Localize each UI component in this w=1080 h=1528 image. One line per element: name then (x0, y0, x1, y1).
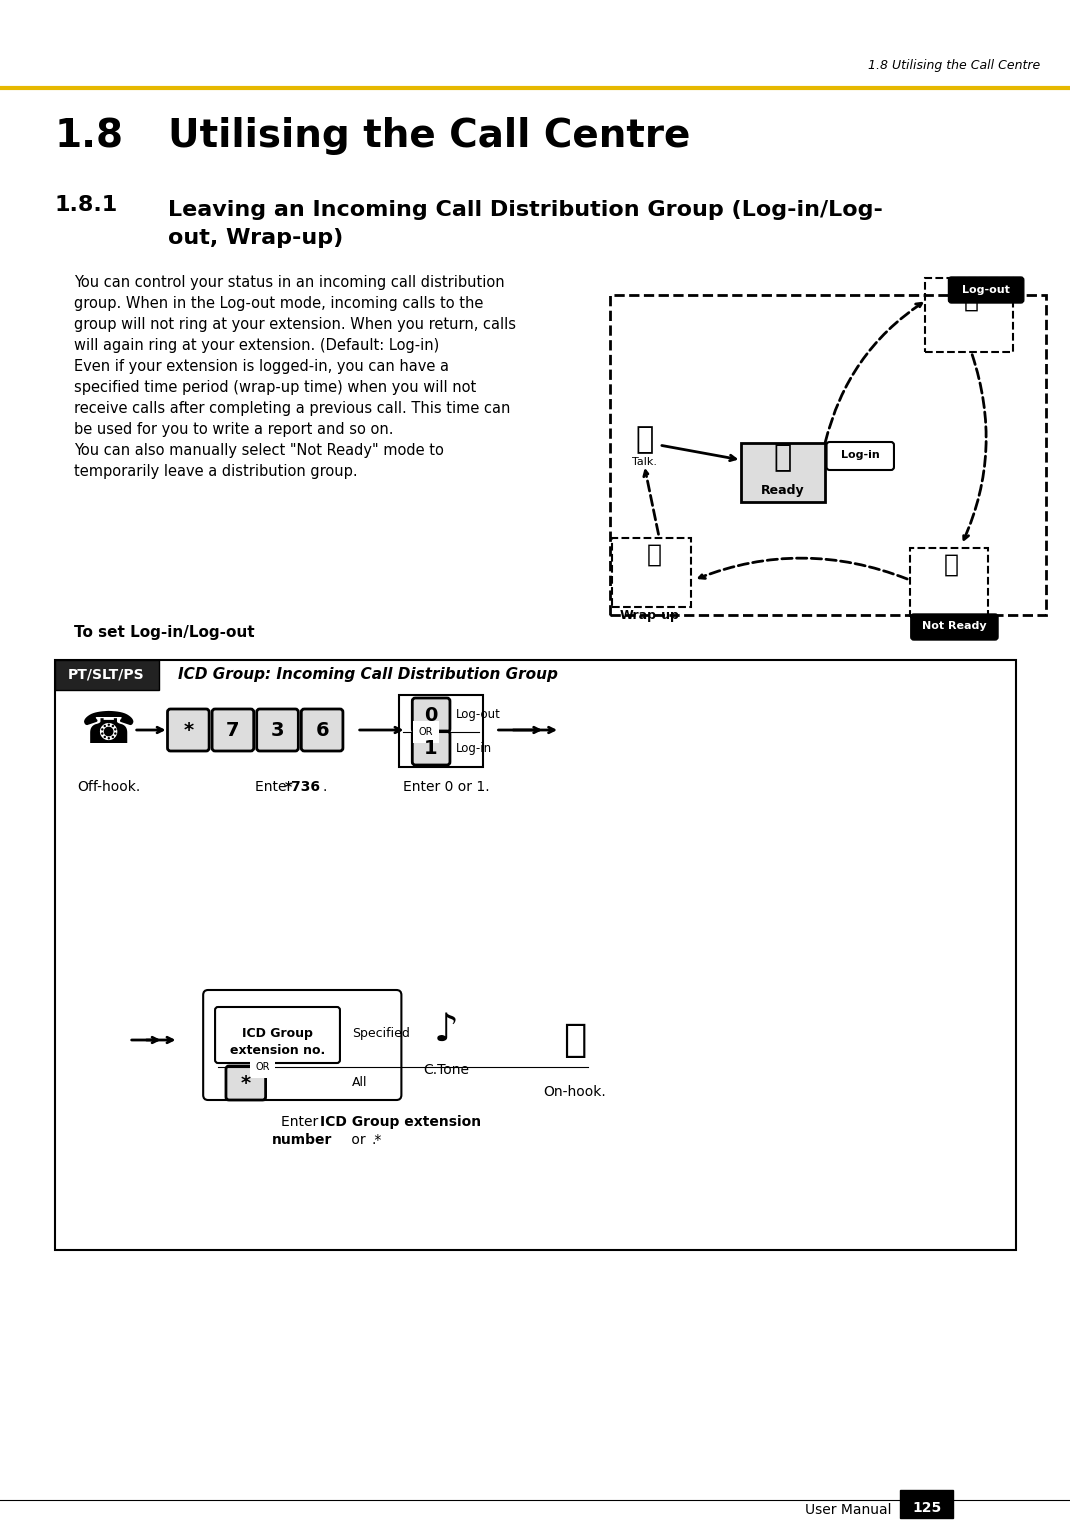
FancyBboxPatch shape (900, 1490, 954, 1517)
Text: To set Log-in/Log-out: To set Log-in/Log-out (75, 625, 255, 640)
Text: Specified: Specified (352, 1027, 409, 1039)
Text: Even if your extension is logged-in, you can have a: Even if your extension is logged-in, you… (75, 359, 449, 374)
Text: 1.8 Utilising the Call Centre: 1.8 Utilising the Call Centre (868, 60, 1041, 72)
Text: Log-in: Log-in (841, 451, 879, 460)
FancyBboxPatch shape (226, 1067, 266, 1100)
Text: 0: 0 (424, 706, 437, 724)
Bar (54, 660, 1016, 1250)
Text: group. When in the Log-out mode, incoming calls to the: group. When in the Log-out mode, incomin… (75, 296, 484, 312)
Text: 1.8.1: 1.8.1 (54, 196, 118, 215)
Text: User Manual: User Manual (806, 1504, 892, 1517)
Text: OR: OR (419, 727, 433, 736)
Text: ICD Group extension: ICD Group extension (320, 1115, 482, 1129)
Text: C.Tone: C.Tone (423, 1063, 469, 1077)
Text: All: All (352, 1077, 367, 1089)
Text: number: number (272, 1132, 333, 1148)
Text: *: * (184, 721, 193, 740)
Text: *: * (241, 1074, 251, 1093)
Text: Wrap-up: Wrap-up (619, 608, 679, 622)
Text: group will not ring at your extension. When you return, calls: group will not ring at your extension. W… (75, 316, 516, 332)
Text: Log-out: Log-out (456, 707, 501, 721)
Text: or  *: or * (347, 1132, 381, 1148)
Text: 125: 125 (912, 1500, 942, 1514)
Text: ICD Group: Incoming Call Distribution Group: ICD Group: Incoming Call Distribution Gr… (178, 666, 558, 681)
Text: 📠: 📠 (963, 287, 978, 312)
Text: 7: 7 (226, 721, 240, 740)
Text: Leaving an Incoming Call Distribution Group (Log-in/Log-: Leaving an Incoming Call Distribution Gr… (168, 200, 883, 220)
Text: *736: *736 (284, 779, 321, 795)
Text: Enter: Enter (255, 779, 300, 795)
FancyBboxPatch shape (413, 698, 450, 732)
FancyBboxPatch shape (203, 990, 402, 1100)
FancyBboxPatch shape (167, 709, 210, 750)
Text: be used for you to write a report and so on.: be used for you to write a report and so… (75, 422, 394, 437)
FancyBboxPatch shape (215, 1007, 340, 1063)
Text: 1.8: 1.8 (54, 118, 123, 154)
Text: Utilising the Call Centre: Utilising the Call Centre (168, 118, 691, 154)
Text: 3: 3 (271, 721, 284, 740)
Text: 1: 1 (424, 738, 437, 758)
Text: will again ring at your extension. (Default: Log-in): will again ring at your extension. (Defa… (75, 338, 440, 353)
FancyBboxPatch shape (301, 709, 343, 750)
Text: ICD Group: ICD Group (242, 1027, 313, 1039)
Text: 📠: 📠 (774, 443, 792, 472)
Text: ☎: ☎ (81, 709, 137, 752)
Text: On-hook.: On-hook. (543, 1085, 606, 1099)
Text: out, Wrap-up): out, Wrap-up) (168, 228, 343, 248)
Text: ♪: ♪ (433, 1012, 458, 1050)
Text: 📵: 📵 (563, 1021, 586, 1059)
Text: Log-in: Log-in (456, 741, 492, 755)
Text: PT/SLT/PS: PT/SLT/PS (68, 668, 145, 681)
Text: 📠: 📠 (944, 553, 959, 578)
Text: .: . (322, 779, 326, 795)
Text: Log-out: Log-out (962, 286, 1010, 295)
Text: Off-hook.: Off-hook. (78, 779, 140, 795)
Text: Ready: Ready (761, 483, 805, 497)
Text: temporarily leave a distribution group.: temporarily leave a distribution group. (75, 465, 357, 478)
FancyBboxPatch shape (400, 695, 483, 767)
FancyBboxPatch shape (948, 277, 1024, 303)
Text: extension no.: extension no. (230, 1044, 325, 1056)
Text: OR: OR (255, 1062, 270, 1073)
Text: Not Ready: Not Ready (922, 620, 987, 631)
Text: Enter 0 or 1.: Enter 0 or 1. (403, 779, 489, 795)
FancyBboxPatch shape (612, 538, 691, 607)
FancyBboxPatch shape (257, 709, 298, 750)
Text: specified time period (wrap-up time) when you will not: specified time period (wrap-up time) whe… (75, 380, 476, 396)
Text: 6: 6 (315, 721, 329, 740)
FancyBboxPatch shape (909, 549, 988, 617)
Text: You can control your status in an incoming call distribution: You can control your status in an incomi… (75, 275, 505, 290)
Text: Talk.: Talk. (632, 457, 657, 468)
Text: 📞: 📞 (635, 425, 653, 454)
Text: .: . (372, 1132, 376, 1148)
Text: You can also manually select "Not Ready" mode to: You can also manually select "Not Ready"… (75, 443, 444, 458)
FancyBboxPatch shape (54, 660, 159, 691)
FancyBboxPatch shape (741, 443, 825, 503)
FancyBboxPatch shape (212, 709, 254, 750)
FancyBboxPatch shape (826, 442, 894, 471)
FancyBboxPatch shape (413, 730, 450, 766)
FancyBboxPatch shape (924, 278, 1013, 351)
FancyBboxPatch shape (910, 614, 998, 640)
Text: 📠: 📠 (647, 542, 662, 567)
Text: Enter: Enter (282, 1115, 323, 1129)
Text: receive calls after completing a previous call. This time can: receive calls after completing a previou… (75, 400, 511, 416)
